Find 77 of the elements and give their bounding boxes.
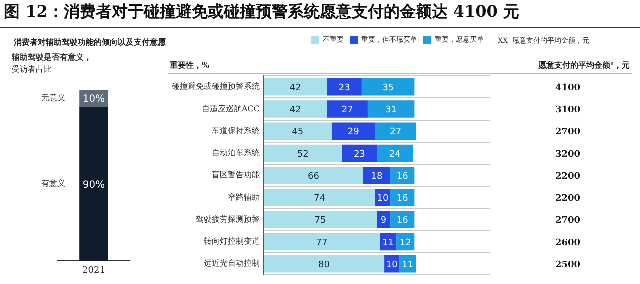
data-label: 11 <box>382 238 394 248</box>
text: 受访者占比 <box>12 65 52 74</box>
data-label: 23 <box>354 150 366 160</box>
text: 2500 <box>555 260 581 270</box>
data-label: 11 <box>402 260 414 270</box>
bar <box>264 256 385 273</box>
data-label: 18 <box>371 172 383 182</box>
bar <box>332 122 376 140</box>
text: 3100 <box>555 106 581 116</box>
data-label: 27 <box>390 128 402 138</box>
y-tick-label: 车道保持系统 <box>212 126 260 136</box>
bar <box>390 211 415 228</box>
y-tick-label: 远近光自动控制 <box>204 259 260 268</box>
y-tick-label: 碰撞避免或碰撞预警系统 <box>171 82 260 92</box>
data-label: 90% <box>82 180 106 191</box>
bar <box>362 78 415 96</box>
text: 2700 <box>555 216 581 226</box>
data-label: 16 <box>396 194 409 204</box>
data-label: 29 <box>348 128 360 138</box>
data-label: 31 <box>386 106 398 116</box>
data-label: 16 <box>396 216 409 226</box>
y-tick-label: 窄路辅助 <box>228 192 260 202</box>
bar <box>375 122 416 140</box>
data-label: 52 <box>297 150 309 160</box>
y-tick-label: 自适应巡航ACC <box>202 104 260 114</box>
bar <box>368 100 415 118</box>
data-label: 66 <box>308 172 320 182</box>
text: 重要性，% <box>169 60 210 70</box>
data-label: 77 <box>316 238 328 248</box>
data-label: 42 <box>290 106 302 116</box>
data-label: 74 <box>314 194 326 204</box>
bar <box>264 233 380 251</box>
y-tick-label: 转向灯控制变道 <box>204 237 260 246</box>
data-label: 80 <box>318 260 330 270</box>
data-label: 12 <box>400 238 412 248</box>
data-label: 35 <box>382 83 394 94</box>
text: 3200 <box>555 150 581 160</box>
data-label: 10 <box>377 194 390 204</box>
y-tick-label: 自动泊车系统 <box>212 148 260 158</box>
text: 2200 <box>555 172 581 182</box>
bar <box>264 122 332 140</box>
bar <box>377 211 391 228</box>
bar <box>342 144 377 162</box>
bar <box>264 166 364 184</box>
data-label: 23 <box>338 83 350 94</box>
bar <box>264 144 342 162</box>
text: 图 12：消费者对于碰撞避免或碰撞预警系统愿意支付的金额达 4100 元 <box>4 2 520 23</box>
bar <box>327 78 362 96</box>
bar <box>377 144 414 162</box>
data-label: 10% <box>82 94 106 106</box>
bar <box>327 100 368 118</box>
y-tick-label: 盲区警告功能 <box>212 170 260 180</box>
text: 2200 <box>555 194 581 204</box>
data-label: 9 <box>380 216 387 226</box>
text: 2600 <box>555 238 581 248</box>
bar <box>264 189 376 206</box>
series-label: 无意义 <box>42 94 66 103</box>
text: 4100 <box>555 83 581 94</box>
y-tick-label: 驾驶疲劳探测预警 <box>196 214 260 224</box>
data-label: 10 <box>386 260 398 270</box>
data-label: 45 <box>292 128 304 138</box>
bar <box>390 189 415 206</box>
data-label: 42 <box>290 83 302 94</box>
data-label: 16 <box>396 172 409 182</box>
bar <box>264 78 328 96</box>
bar <box>400 256 416 273</box>
bar <box>264 100 328 118</box>
text: 愿意支付的平均金额¹，元 <box>537 60 630 70</box>
data-label: 24 <box>389 150 402 160</box>
data-label: 27 <box>342 106 354 116</box>
data-label: 75 <box>314 216 326 226</box>
x-tick-label: 2021 <box>82 266 106 276</box>
text: 辅助驾驶是否有意义， <box>11 52 92 62</box>
bar <box>264 211 377 228</box>
chart-subtitle: 消费者对辅助驾驶功能的倾向以及支付意愿 <box>14 37 166 48</box>
text: 2700 <box>555 128 581 138</box>
series-label: 有意义 <box>42 179 66 188</box>
